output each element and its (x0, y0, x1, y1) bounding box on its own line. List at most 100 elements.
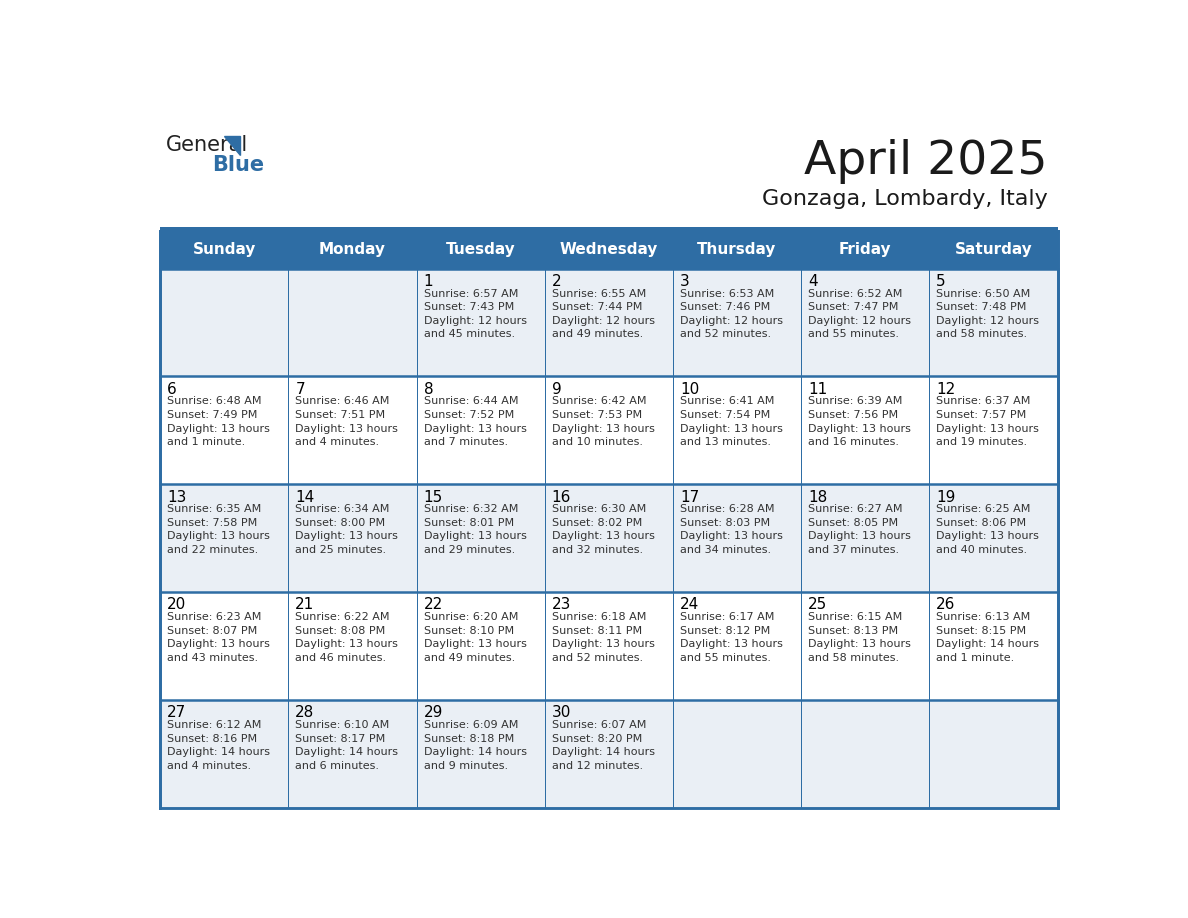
Bar (289, 484, 417, 592)
Text: 12: 12 (936, 382, 955, 397)
Text: Gonzaga, Lombardy, Italy: Gonzaga, Lombardy, Italy (762, 189, 1048, 208)
Polygon shape (225, 137, 240, 155)
Text: 4: 4 (808, 274, 817, 289)
Text: 28: 28 (296, 705, 315, 721)
Text: Thursday: Thursday (697, 242, 777, 257)
Text: Sunrise: 6:39 AM
Sunset: 7:56 PM
Daylight: 13 hours
and 16 minutes.: Sunrise: 6:39 AM Sunset: 7:56 PM Dayligh… (808, 397, 911, 447)
Text: Sunrise: 6:41 AM
Sunset: 7:54 PM
Daylight: 13 hours
and 13 minutes.: Sunrise: 6:41 AM Sunset: 7:54 PM Dayligh… (680, 397, 783, 447)
Bar (929, 592, 1057, 700)
Text: 17: 17 (680, 489, 700, 505)
Text: Sunrise: 6:15 AM
Sunset: 8:13 PM
Daylight: 13 hours
and 58 minutes.: Sunrise: 6:15 AM Sunset: 8:13 PM Dayligh… (808, 612, 911, 663)
Bar (801, 592, 929, 700)
Text: Monday: Monday (318, 242, 386, 257)
Bar (929, 484, 1057, 592)
Text: April 2025: April 2025 (804, 140, 1048, 185)
Text: Tuesday: Tuesday (446, 242, 516, 257)
Text: Sunrise: 6:32 AM
Sunset: 8:01 PM
Daylight: 13 hours
and 29 minutes.: Sunrise: 6:32 AM Sunset: 8:01 PM Dayligh… (423, 504, 526, 555)
Text: 9: 9 (551, 382, 562, 397)
Text: Sunrise: 6:27 AM
Sunset: 8:05 PM
Daylight: 13 hours
and 37 minutes.: Sunrise: 6:27 AM Sunset: 8:05 PM Dayligh… (808, 504, 911, 555)
Text: 24: 24 (680, 598, 700, 612)
Text: Sunrise: 6:57 AM
Sunset: 7:43 PM
Daylight: 12 hours
and 45 minutes.: Sunrise: 6:57 AM Sunset: 7:43 PM Dayligh… (423, 288, 526, 340)
Bar (672, 269, 801, 376)
Text: Sunrise: 6:46 AM
Sunset: 7:51 PM
Daylight: 13 hours
and 4 minutes.: Sunrise: 6:46 AM Sunset: 7:51 PM Dayligh… (296, 397, 398, 447)
Bar (289, 269, 417, 376)
Bar (160, 376, 289, 484)
Text: Sunrise: 6:17 AM
Sunset: 8:12 PM
Daylight: 13 hours
and 55 minutes.: Sunrise: 6:17 AM Sunset: 8:12 PM Dayligh… (680, 612, 783, 663)
Text: Sunrise: 6:09 AM
Sunset: 8:18 PM
Daylight: 14 hours
and 9 minutes.: Sunrise: 6:09 AM Sunset: 8:18 PM Dayligh… (423, 720, 526, 771)
Bar (801, 700, 929, 808)
Bar (417, 592, 545, 700)
Text: Saturday: Saturday (955, 242, 1032, 257)
Text: Sunrise: 6:37 AM
Sunset: 7:57 PM
Daylight: 13 hours
and 19 minutes.: Sunrise: 6:37 AM Sunset: 7:57 PM Dayligh… (936, 397, 1040, 447)
Text: 23: 23 (551, 598, 571, 612)
Bar (545, 592, 672, 700)
Bar (289, 592, 417, 700)
Text: Sunrise: 6:18 AM
Sunset: 8:11 PM
Daylight: 13 hours
and 52 minutes.: Sunrise: 6:18 AM Sunset: 8:11 PM Dayligh… (551, 612, 655, 663)
Bar (672, 484, 801, 592)
Text: Sunrise: 6:25 AM
Sunset: 8:06 PM
Daylight: 13 hours
and 40 minutes.: Sunrise: 6:25 AM Sunset: 8:06 PM Dayligh… (936, 504, 1040, 555)
Text: 29: 29 (423, 705, 443, 721)
Text: Sunrise: 6:12 AM
Sunset: 8:16 PM
Daylight: 14 hours
and 4 minutes.: Sunrise: 6:12 AM Sunset: 8:16 PM Dayligh… (168, 720, 270, 771)
Bar (160, 227, 1057, 231)
Text: 1: 1 (423, 274, 434, 289)
Text: 13: 13 (168, 489, 187, 505)
Bar (417, 484, 545, 592)
Text: 27: 27 (168, 705, 187, 721)
Text: Sunrise: 6:34 AM
Sunset: 8:00 PM
Daylight: 13 hours
and 25 minutes.: Sunrise: 6:34 AM Sunset: 8:00 PM Dayligh… (296, 504, 398, 555)
Text: Wednesday: Wednesday (560, 242, 658, 257)
Text: Sunrise: 6:52 AM
Sunset: 7:47 PM
Daylight: 12 hours
and 55 minutes.: Sunrise: 6:52 AM Sunset: 7:47 PM Dayligh… (808, 288, 911, 340)
Text: General: General (165, 135, 248, 155)
Text: Sunrise: 6:50 AM
Sunset: 7:48 PM
Daylight: 12 hours
and 58 minutes.: Sunrise: 6:50 AM Sunset: 7:48 PM Dayligh… (936, 288, 1040, 340)
Bar (545, 484, 672, 592)
Text: 21: 21 (296, 598, 315, 612)
Bar (672, 376, 801, 484)
Text: 2: 2 (551, 274, 562, 289)
Bar (801, 269, 929, 376)
Text: Sunrise: 6:28 AM
Sunset: 8:03 PM
Daylight: 13 hours
and 34 minutes.: Sunrise: 6:28 AM Sunset: 8:03 PM Dayligh… (680, 504, 783, 555)
Text: 19: 19 (936, 489, 955, 505)
Bar (929, 376, 1057, 484)
Text: 3: 3 (680, 274, 690, 289)
Text: 11: 11 (808, 382, 827, 397)
Text: 20: 20 (168, 598, 187, 612)
Bar (929, 700, 1057, 808)
Text: Sunrise: 6:22 AM
Sunset: 8:08 PM
Daylight: 13 hours
and 46 minutes.: Sunrise: 6:22 AM Sunset: 8:08 PM Dayligh… (296, 612, 398, 663)
Text: Blue: Blue (211, 155, 264, 174)
Text: 15: 15 (423, 489, 443, 505)
Text: Sunrise: 6:35 AM
Sunset: 7:58 PM
Daylight: 13 hours
and 22 minutes.: Sunrise: 6:35 AM Sunset: 7:58 PM Dayligh… (168, 504, 270, 555)
Text: 16: 16 (551, 489, 571, 505)
Text: Sunrise: 6:20 AM
Sunset: 8:10 PM
Daylight: 13 hours
and 49 minutes.: Sunrise: 6:20 AM Sunset: 8:10 PM Dayligh… (423, 612, 526, 663)
Bar (160, 484, 289, 592)
Text: Sunrise: 6:13 AM
Sunset: 8:15 PM
Daylight: 14 hours
and 1 minute.: Sunrise: 6:13 AM Sunset: 8:15 PM Dayligh… (936, 612, 1040, 663)
Bar (929, 269, 1057, 376)
Bar (801, 484, 929, 592)
Bar (672, 700, 801, 808)
Text: 22: 22 (423, 598, 443, 612)
Text: Sunrise: 6:30 AM
Sunset: 8:02 PM
Daylight: 13 hours
and 32 minutes.: Sunrise: 6:30 AM Sunset: 8:02 PM Dayligh… (551, 504, 655, 555)
Text: 14: 14 (296, 489, 315, 505)
Text: 10: 10 (680, 382, 700, 397)
Text: Sunrise: 6:55 AM
Sunset: 7:44 PM
Daylight: 12 hours
and 49 minutes.: Sunrise: 6:55 AM Sunset: 7:44 PM Dayligh… (551, 288, 655, 340)
Text: 18: 18 (808, 489, 827, 505)
Text: Sunrise: 6:53 AM
Sunset: 7:46 PM
Daylight: 12 hours
and 52 minutes.: Sunrise: 6:53 AM Sunset: 7:46 PM Dayligh… (680, 288, 783, 340)
Text: Sunrise: 6:48 AM
Sunset: 7:49 PM
Daylight: 13 hours
and 1 minute.: Sunrise: 6:48 AM Sunset: 7:49 PM Dayligh… (168, 397, 270, 447)
Text: 6: 6 (168, 382, 177, 397)
Text: 7: 7 (296, 382, 305, 397)
Text: Sunday: Sunday (192, 242, 255, 257)
Bar (160, 231, 1057, 269)
Text: 5: 5 (936, 274, 946, 289)
Text: Sunrise: 6:42 AM
Sunset: 7:53 PM
Daylight: 13 hours
and 10 minutes.: Sunrise: 6:42 AM Sunset: 7:53 PM Dayligh… (551, 397, 655, 447)
Bar (672, 592, 801, 700)
Text: Sunrise: 6:44 AM
Sunset: 7:52 PM
Daylight: 13 hours
and 7 minutes.: Sunrise: 6:44 AM Sunset: 7:52 PM Dayligh… (423, 397, 526, 447)
Bar (545, 269, 672, 376)
Bar (545, 700, 672, 808)
Bar (289, 376, 417, 484)
Bar (160, 700, 289, 808)
Text: Sunrise: 6:10 AM
Sunset: 8:17 PM
Daylight: 14 hours
and 6 minutes.: Sunrise: 6:10 AM Sunset: 8:17 PM Dayligh… (296, 720, 398, 771)
Bar (289, 700, 417, 808)
Bar (545, 376, 672, 484)
Text: 25: 25 (808, 598, 827, 612)
Text: 30: 30 (551, 705, 571, 721)
Bar (417, 269, 545, 376)
Text: 26: 26 (936, 598, 955, 612)
